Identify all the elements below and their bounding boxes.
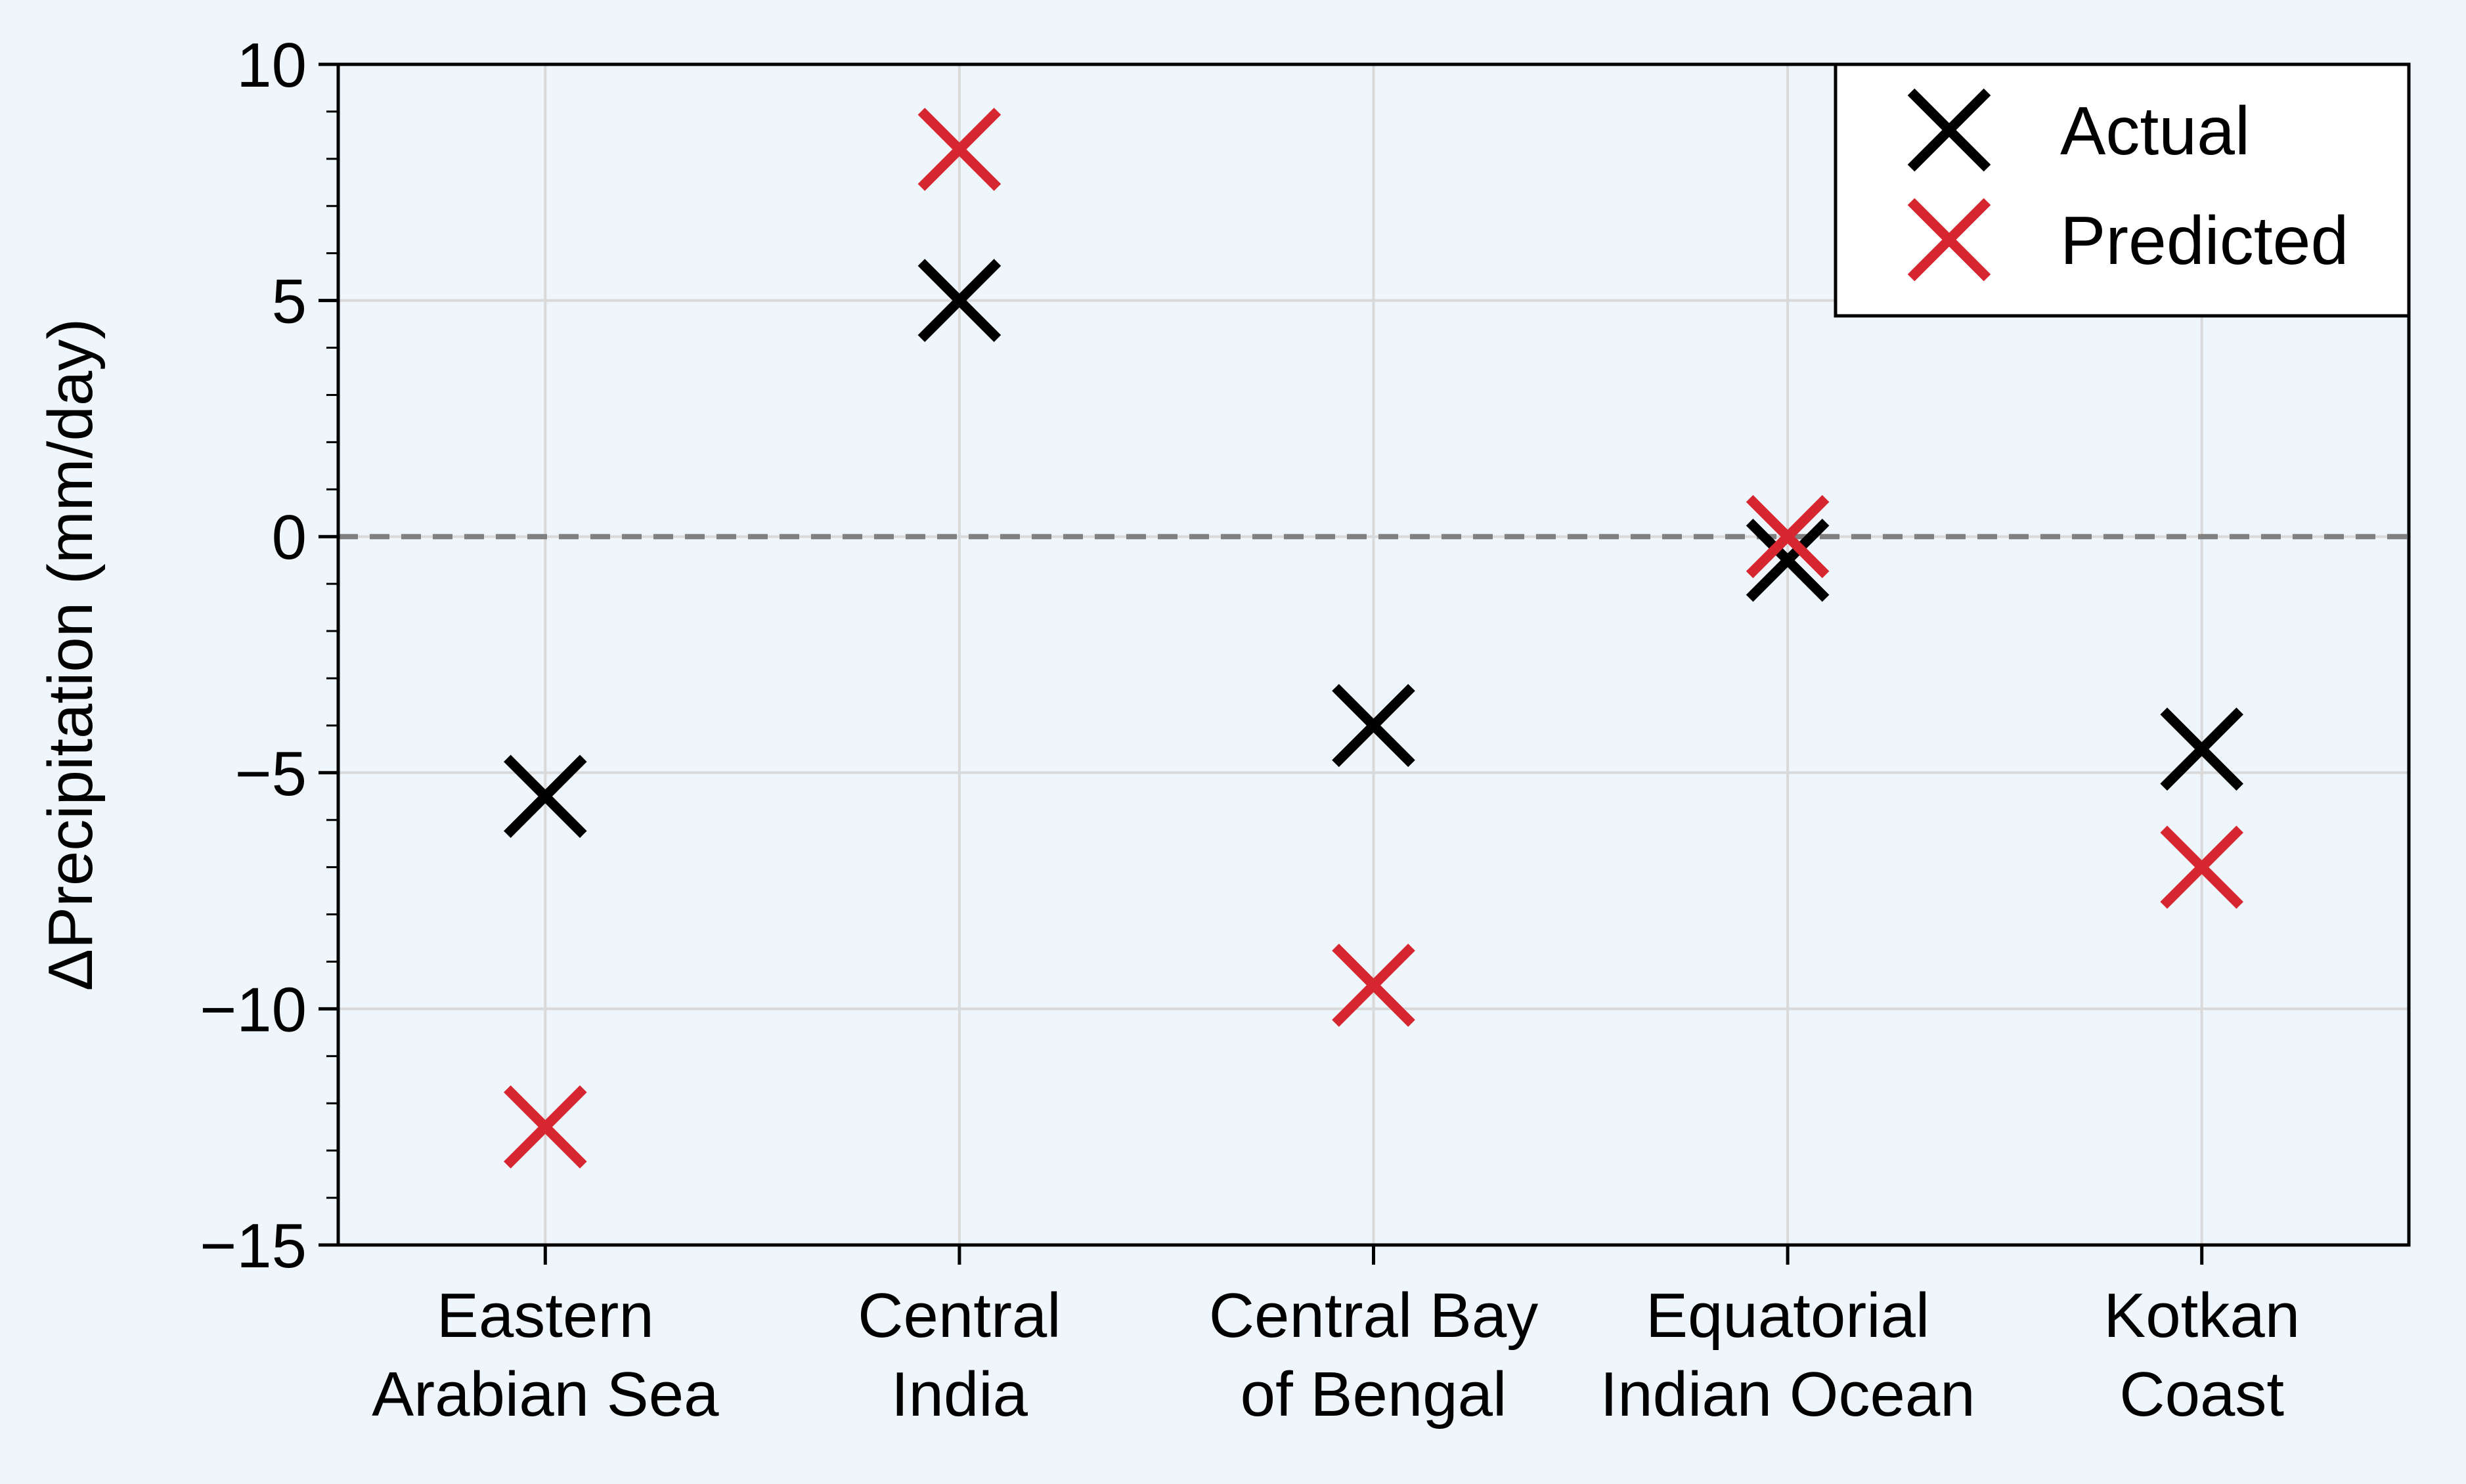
marker-stroke xyxy=(1907,88,1991,172)
x-axis-ticks: Eastern Arabian Sea Central India Central Ba… xyxy=(372,1245,2300,1429)
marker-predicted xyxy=(2160,825,2244,909)
marker-predicted xyxy=(917,108,1002,191)
x-tick-label-line: India xyxy=(891,1359,1028,1429)
marker-predicted xyxy=(1332,944,1415,1027)
y-tick-label: 5 xyxy=(272,267,307,337)
marker-predicted xyxy=(503,1085,587,1169)
marker-actual xyxy=(1746,518,1830,602)
x-tick-label-line: Equatorial xyxy=(1646,1280,1929,1351)
x-tick-label-line: Central Bay xyxy=(1209,1280,1539,1351)
legend: Actual Predicted xyxy=(1834,62,2411,318)
marker-stroke xyxy=(1332,684,1415,768)
marker-stroke xyxy=(2160,707,2244,791)
x-tick-label: Central Bay of Bengal xyxy=(1209,1280,1539,1429)
y-axis-label: ΔPrecipitation (mm/day) xyxy=(35,318,106,991)
x-tick-label: Kotkan Coast xyxy=(2103,1280,2300,1429)
legend-label: Actual xyxy=(2060,93,2250,169)
y-tick-label: −15 xyxy=(200,1211,307,1281)
marker-stroke xyxy=(917,108,1002,191)
marker-actual xyxy=(1332,684,1415,768)
y-tick-label: 0 xyxy=(272,502,307,573)
x-tick-label-line: Kotkan xyxy=(2103,1280,2300,1351)
y-tick-label: −5 xyxy=(235,739,307,809)
x-tick-label: Central India xyxy=(858,1280,1061,1429)
x-tick-label-line: Arabian Sea xyxy=(372,1359,719,1429)
x-tick-label-line: of Bengal xyxy=(1241,1359,1507,1429)
marker-stroke xyxy=(503,754,587,839)
legend-marker-predicted xyxy=(1907,198,1991,282)
x-tick-label-line: Coast xyxy=(2119,1359,2284,1429)
marker-actual xyxy=(917,259,1002,342)
marker-stroke xyxy=(917,259,1002,342)
marker-stroke xyxy=(503,1085,587,1169)
marker-actual xyxy=(503,754,587,839)
y-axis-ticks: −15 −10 −5 0 5 10 xyxy=(200,30,338,1281)
x-tick-label: Eastern Arabian Sea xyxy=(372,1280,719,1429)
marker-stroke xyxy=(1746,518,1830,602)
y-tick-label: 10 xyxy=(236,30,307,100)
x-tick-label-line: Indian Ocean xyxy=(1600,1359,1975,1429)
x-tick-label-line: Eastern xyxy=(437,1280,654,1351)
marker-stroke xyxy=(2160,825,2244,909)
legend-marker-actual xyxy=(1907,88,1991,172)
marker-predicted xyxy=(1746,494,1830,578)
marker-stroke xyxy=(1907,198,1991,282)
marker-actual xyxy=(2160,707,2244,791)
marker-stroke xyxy=(1746,494,1830,578)
y-tick-label: −10 xyxy=(200,974,307,1045)
x-tick-label: Equatorial Indian Ocean xyxy=(1600,1280,1975,1429)
x-tick-label-line: Central xyxy=(858,1280,1061,1351)
legend-label: Predicted xyxy=(2060,203,2348,279)
marker-stroke xyxy=(1332,944,1415,1027)
data-markers xyxy=(503,108,2244,1169)
